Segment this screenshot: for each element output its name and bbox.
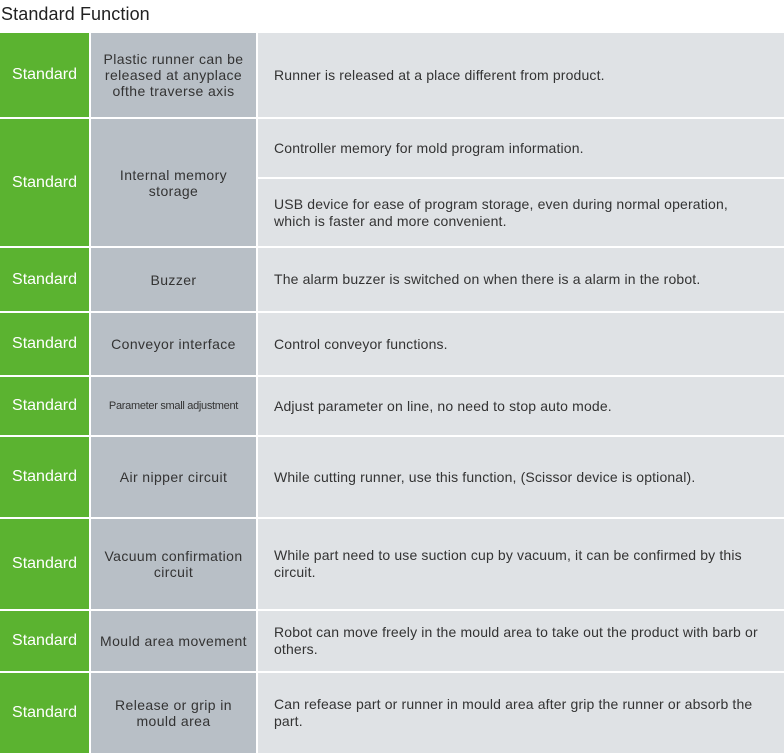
table-row: Standard Vacuum confirmation circuit Whi… [0, 519, 784, 609]
table-row: Standard Buzzer The alarm buzzer is swit… [0, 248, 784, 311]
description-cell: The alarm buzzer is switched on when the… [258, 248, 784, 311]
description-cell: While cutting runner, use this function,… [258, 437, 784, 517]
feature-description: Robot can move freely in the mould area … [258, 611, 784, 671]
feature-name: Release or grip in mould area [91, 673, 256, 753]
table-row: Standard Plastic runner can be released … [0, 33, 784, 117]
feature-description: While part need to use suction cup by va… [258, 519, 784, 609]
feature-name: Internal memory storage [91, 119, 256, 246]
description-cell: While part need to use suction cup by va… [258, 519, 784, 609]
standard-badge: Standard [0, 437, 89, 517]
feature-name: Air nipper circuit [91, 437, 256, 517]
table-row: Standard Internal memory storage Control… [0, 119, 784, 246]
feature-description: USB device for ease of program storage, … [258, 179, 784, 246]
standard-badge: Standard [0, 248, 89, 311]
standard-badge: Standard [0, 119, 89, 246]
description-cell: Controller memory for mold program infor… [258, 119, 784, 246]
feature-name: Buzzer [91, 248, 256, 311]
table-row: Standard Mould area movement Robot can m… [0, 611, 784, 671]
standard-badge: Standard [0, 313, 89, 375]
feature-name: Parameter small adjustment [91, 377, 256, 435]
table-row: Standard Conveyor interface Control conv… [0, 313, 784, 375]
description-cell: Robot can move freely in the mould area … [258, 611, 784, 671]
standard-badge: Standard [0, 673, 89, 753]
feature-name: Conveyor interface [91, 313, 256, 375]
description-cell: Runner is released at a place different … [258, 33, 784, 117]
feature-description: Runner is released at a place different … [258, 33, 784, 117]
standard-badge: Standard [0, 519, 89, 609]
table-row: Standard Release or grip in mould area C… [0, 673, 784, 753]
feature-description: The alarm buzzer is switched on when the… [258, 248, 784, 311]
table-row: Standard Parameter small adjustment Adju… [0, 377, 784, 435]
feature-name: Plastic runner can be released at anypla… [91, 33, 256, 117]
feature-name: Mould area movement [91, 611, 256, 671]
feature-description: While cutting runner, use this function,… [258, 437, 784, 517]
feature-description: Control conveyor functions. [258, 313, 784, 375]
description-cell: Adjust parameter on line, no need to sto… [258, 377, 784, 435]
feature-description: Can refease part or runner in mould area… [258, 673, 784, 753]
feature-name: Vacuum confirmation circuit [91, 519, 256, 609]
description-cell: Control conveyor functions. [258, 313, 784, 375]
description-cell: Can refease part or runner in mould area… [258, 673, 784, 753]
page-title: Standard Function [1, 4, 150, 24]
standard-badge: Standard [0, 33, 89, 117]
feature-description: Controller memory for mold program infor… [258, 119, 784, 177]
feature-description: Adjust parameter on line, no need to sto… [258, 377, 784, 435]
table-row: Standard Air nipper circuit While cuttin… [0, 437, 784, 517]
standard-badge: Standard [0, 377, 89, 435]
standard-badge: Standard [0, 611, 89, 671]
